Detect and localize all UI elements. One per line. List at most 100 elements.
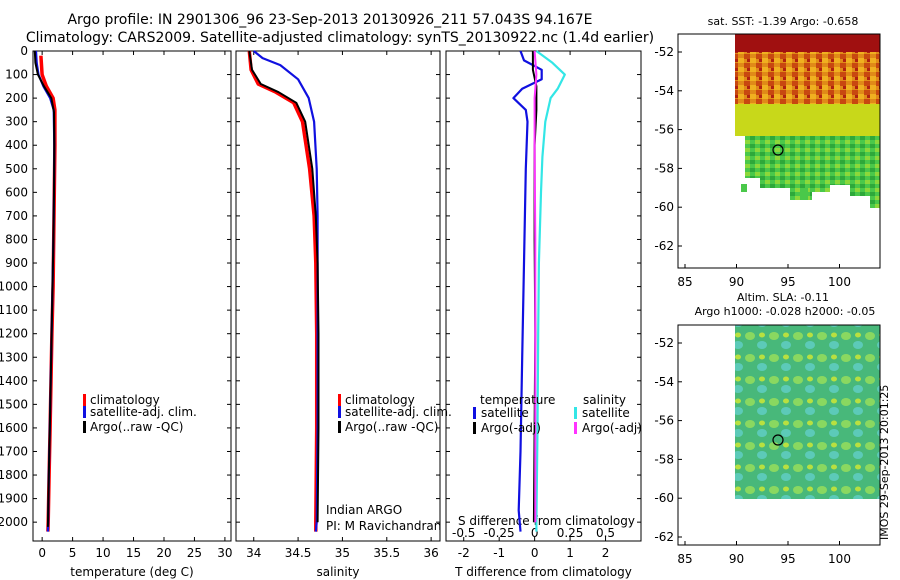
x-axis-label: temperature (deg C) [70,565,193,579]
map-sst-frame [677,33,881,269]
depth-tick-label: 400 [5,138,28,152]
map-sst-title: sat. SST: -1.39 Argo: -0.658 [708,15,859,28]
legend-climatology: climatology [90,393,160,407]
depth-tick-label: 200 [5,91,28,105]
legend-swatch-argo [338,421,341,433]
depth-tick-label: 1700 [0,444,28,458]
x-tick-label: 5 [69,546,77,560]
temperature-panel [32,50,232,542]
x2-axis-label: S difference from climatology [458,514,635,528]
map-y-tick-label: -58 [654,452,674,466]
x-tick-label: -2 [458,546,470,560]
legend-t-argo: Argo(-adj) [481,421,541,435]
sst-yellow-band [735,104,880,136]
x2-tick-label: 0.25 [557,526,584,540]
depth-tick-label: 1100 [0,303,28,317]
legend-salinity-header: salinity [583,393,626,407]
x-tick-label: 10 [95,546,110,560]
x-tick-label: 20 [156,546,171,560]
depth-tick-label: 1900 [0,492,28,506]
depth-tick-label: 100 [5,68,28,82]
salinity-panel [235,50,441,542]
map-y-tick-label: -54 [654,84,674,98]
legend-argo: Argo(..raw -QC) [345,420,438,434]
map-x-tick-label: 90 [729,552,744,566]
depth-tick-label: 0 [20,44,28,58]
series-line-satellite-temperature- [512,50,543,532]
legend-swatch-s-argo [574,422,577,434]
map-x-tick-label: 85 [677,275,692,289]
map-sst-axes: 85 90 95 100 -52 -54 -56 -58 -60 -62 [654,45,851,289]
title-line1: Argo profile: IN 2901306_96 23-Sep-2013 … [67,12,592,28]
sst-cold-band [745,136,880,208]
map-y-tick-label: -62 [654,530,674,544]
argo-location-marker [772,144,784,156]
x2-tick-label: -0.25 [484,526,515,540]
depth-tick-label: 800 [5,232,28,246]
depth-tick-label: 600 [5,185,28,199]
legend-temperature-header: temperature [480,393,555,407]
x-tick-label: -1 [493,546,505,560]
depth-tick-label: 500 [5,162,28,176]
x-axis-label: salinity [316,565,359,579]
map-y-tick-label: -60 [654,200,674,214]
map-y-tick-label: -54 [654,375,674,389]
x-tick-label: 34 [246,546,261,560]
depth-tick-label: 1400 [0,374,28,388]
legend-temperature: climatology satellite-adj. clim. Argo(..… [83,393,197,434]
map-x-tick-label: 100 [828,275,851,289]
map-x-tick-label: 100 [828,552,851,566]
pi-label: PI: M Ravichandran [326,519,441,533]
map-y-tick-label: -62 [654,239,674,253]
series-line-satellite [253,50,319,532]
x-axis-label: T difference from climatology [454,565,632,579]
x-tick-label: 30 [217,546,232,560]
x2-tick-label: 0.5 [596,526,615,540]
map-x-tick-label: 95 [780,552,795,566]
map-sst [677,33,881,269]
map-y-tick-label: -52 [654,45,674,59]
temperature-plot: 0 5 10 15 20 25 30 temperature (deg C) [33,50,233,579]
legend-swatch-climatology [83,394,86,406]
map-sla-title-line2: Argo h1000: -0.028 h2000: -0.05 [695,305,876,318]
map-y-tick-label: -60 [654,491,674,505]
x-tick-label: 0 [38,546,46,560]
series-line-argo-adj-salinity- [533,50,538,523]
x-tick-label: 35.5 [373,546,400,560]
series-line-argo [248,50,320,523]
title-line2: Climatology: CARS2009. Satellite-adjuste… [26,30,654,46]
sla-field [735,325,880,499]
x-tick-label: 34.5 [285,546,312,560]
x-tick-label: 0 [531,546,539,560]
map-x-tick-label: 95 [780,275,795,289]
sst-cell [800,188,808,200]
x2-tick-label: 0 [531,526,539,540]
legend-swatch-s-satellite [574,407,577,419]
series-line-climatology [247,50,319,532]
depth-tick-label: 1800 [0,468,28,482]
legend-satellite: satellite-adj. clim. [90,405,197,419]
map-x-tick-label: 85 [677,552,692,566]
depth-tick-label: 300 [5,115,28,129]
x-tick-label: 35 [335,546,350,560]
depth-tick-label: 1300 [0,350,28,364]
x-tick-label: 25 [187,546,202,560]
legend-t-satellite: satellite [481,406,529,420]
x2-tick-label: -0.5 [452,526,475,540]
map-sla-axes: 85 90 95 100 -52 -54 -56 -58 -60 -62 [654,336,851,566]
map-sla-frame [677,324,881,546]
map-y-tick-label: -58 [654,161,674,175]
legend-difference: temperature salinity satellite Argo(-adj… [473,393,642,435]
legend-satellite: satellite-adj. clim. [345,405,452,419]
legend-swatch-satellite [83,406,86,418]
legend-salinity: climatology satellite-adj. clim. Argo(..… [338,393,452,434]
map-x-tick-label: 90 [729,275,744,289]
depth-axis: 0 100 200 300 400 500 600 700 800 900 1000 1100 1200… [0,44,641,529]
program-label: Indian ARGO [326,503,402,517]
map-y-tick-label: -56 [654,123,674,137]
salinity-plot: 34 34.5 35 35.5 36 salinity [246,50,439,579]
legend-s-argo: Argo(-adj) [582,421,642,435]
x-tick-label: 2 [602,546,610,560]
legend-s-satellite: satellite [582,406,630,420]
